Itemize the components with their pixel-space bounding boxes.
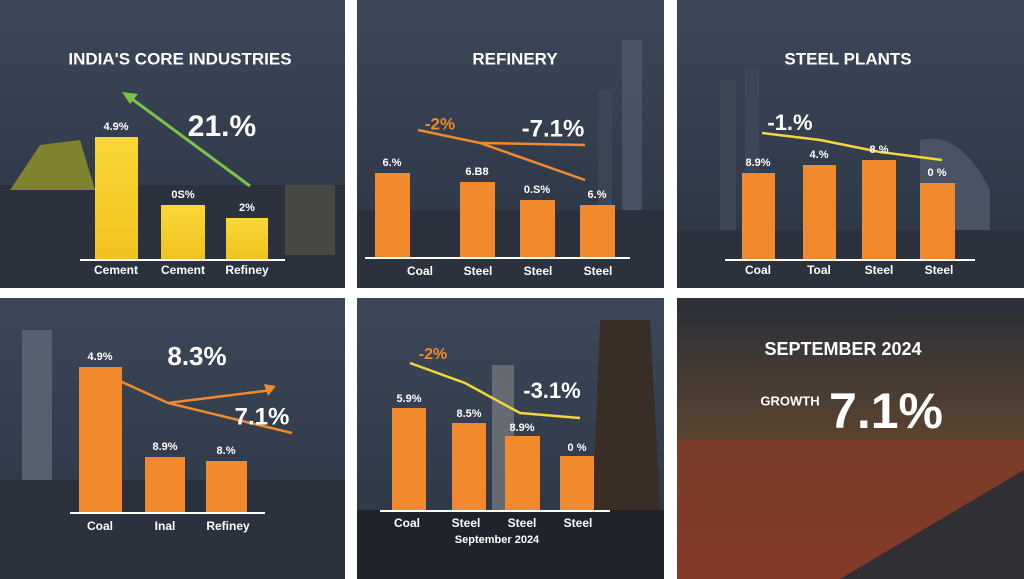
bar	[920, 183, 955, 260]
trend-arrow	[127, 94, 251, 188]
panel-title: REFINERY	[472, 49, 558, 68]
panel-title: INDIA'S CORE INDUSTRIES	[68, 49, 291, 68]
trend-line	[167, 388, 273, 405]
trend-line	[761, 131, 943, 162]
category: Steel	[524, 264, 553, 278]
bar	[505, 436, 540, 511]
bar	[580, 205, 615, 258]
category: Coal	[407, 264, 433, 278]
category: Refiney	[225, 263, 269, 277]
bar	[460, 182, 495, 258]
bar-label: 8.5%	[456, 408, 481, 420]
bar-label: 8.9%	[509, 422, 534, 434]
category: Steel	[584, 264, 613, 278]
bar	[226, 218, 268, 260]
category: Steel	[508, 516, 537, 530]
bar-label: 6.%	[588, 189, 607, 201]
callout: -7.1%	[522, 115, 585, 142]
callout: 7.1%	[235, 403, 290, 430]
bar	[392, 408, 426, 511]
bar	[145, 457, 185, 513]
bar	[560, 456, 594, 511]
category: Coal	[87, 519, 113, 533]
bar-label: 8.9%	[745, 157, 770, 169]
category: Steel	[452, 516, 481, 530]
growth-label: GROWTH	[760, 393, 819, 408]
bar-label: 4.%	[810, 149, 829, 161]
bar	[95, 137, 138, 260]
bar	[79, 367, 122, 513]
callout: -2%	[419, 346, 447, 363]
headline: 21.%	[188, 110, 256, 143]
arrow-head	[264, 384, 276, 396]
category: Steel	[865, 263, 894, 277]
headline: 7.1%	[829, 383, 943, 439]
bar-label: 6.%	[383, 157, 402, 169]
bar-label: 0S%	[171, 189, 194, 201]
category: Steel	[464, 264, 493, 278]
bar	[206, 461, 247, 513]
bar-label: 0 %	[928, 167, 947, 179]
callout: -1.%	[767, 110, 812, 135]
callout: -3.1%	[523, 378, 580, 403]
category: Coal	[745, 263, 771, 277]
bar-label: 2%	[239, 202, 255, 214]
category: Cement	[161, 263, 205, 277]
bar-label: 8 %	[870, 144, 889, 156]
category: Steel	[564, 516, 593, 530]
bar-label: 0 %	[568, 442, 587, 454]
panel-title: STEEL PLANTS	[784, 49, 911, 68]
category: Coal	[394, 516, 420, 530]
bar	[803, 165, 836, 260]
category: Inal	[155, 519, 176, 533]
category: Steel	[925, 263, 954, 277]
trend-line	[409, 361, 581, 420]
caption: September 2024	[455, 534, 540, 546]
bar	[742, 173, 775, 260]
bar	[161, 205, 205, 260]
category: Cement	[94, 263, 138, 277]
bar-label: 8.%	[217, 445, 236, 457]
trend-line	[479, 141, 586, 147]
arrow-head	[122, 92, 138, 104]
category: Toal	[807, 263, 831, 277]
bar	[375, 173, 410, 258]
callout: 8.3%	[167, 341, 226, 371]
bar-label: 4.9%	[87, 351, 112, 363]
bar-label: 4.9%	[103, 121, 128, 133]
bar-label: 8.9%	[152, 441, 177, 453]
callout: -2%	[425, 114, 455, 133]
bar	[452, 423, 486, 511]
panel-title: SEPTEMBER 2024	[764, 339, 921, 359]
bar	[862, 160, 896, 260]
bar	[520, 200, 555, 258]
bar-label: 0.S%	[524, 184, 551, 196]
bar-label: 5.9%	[396, 393, 421, 405]
category: Refiney	[206, 519, 250, 533]
bar-label: 6.B8	[465, 166, 488, 178]
